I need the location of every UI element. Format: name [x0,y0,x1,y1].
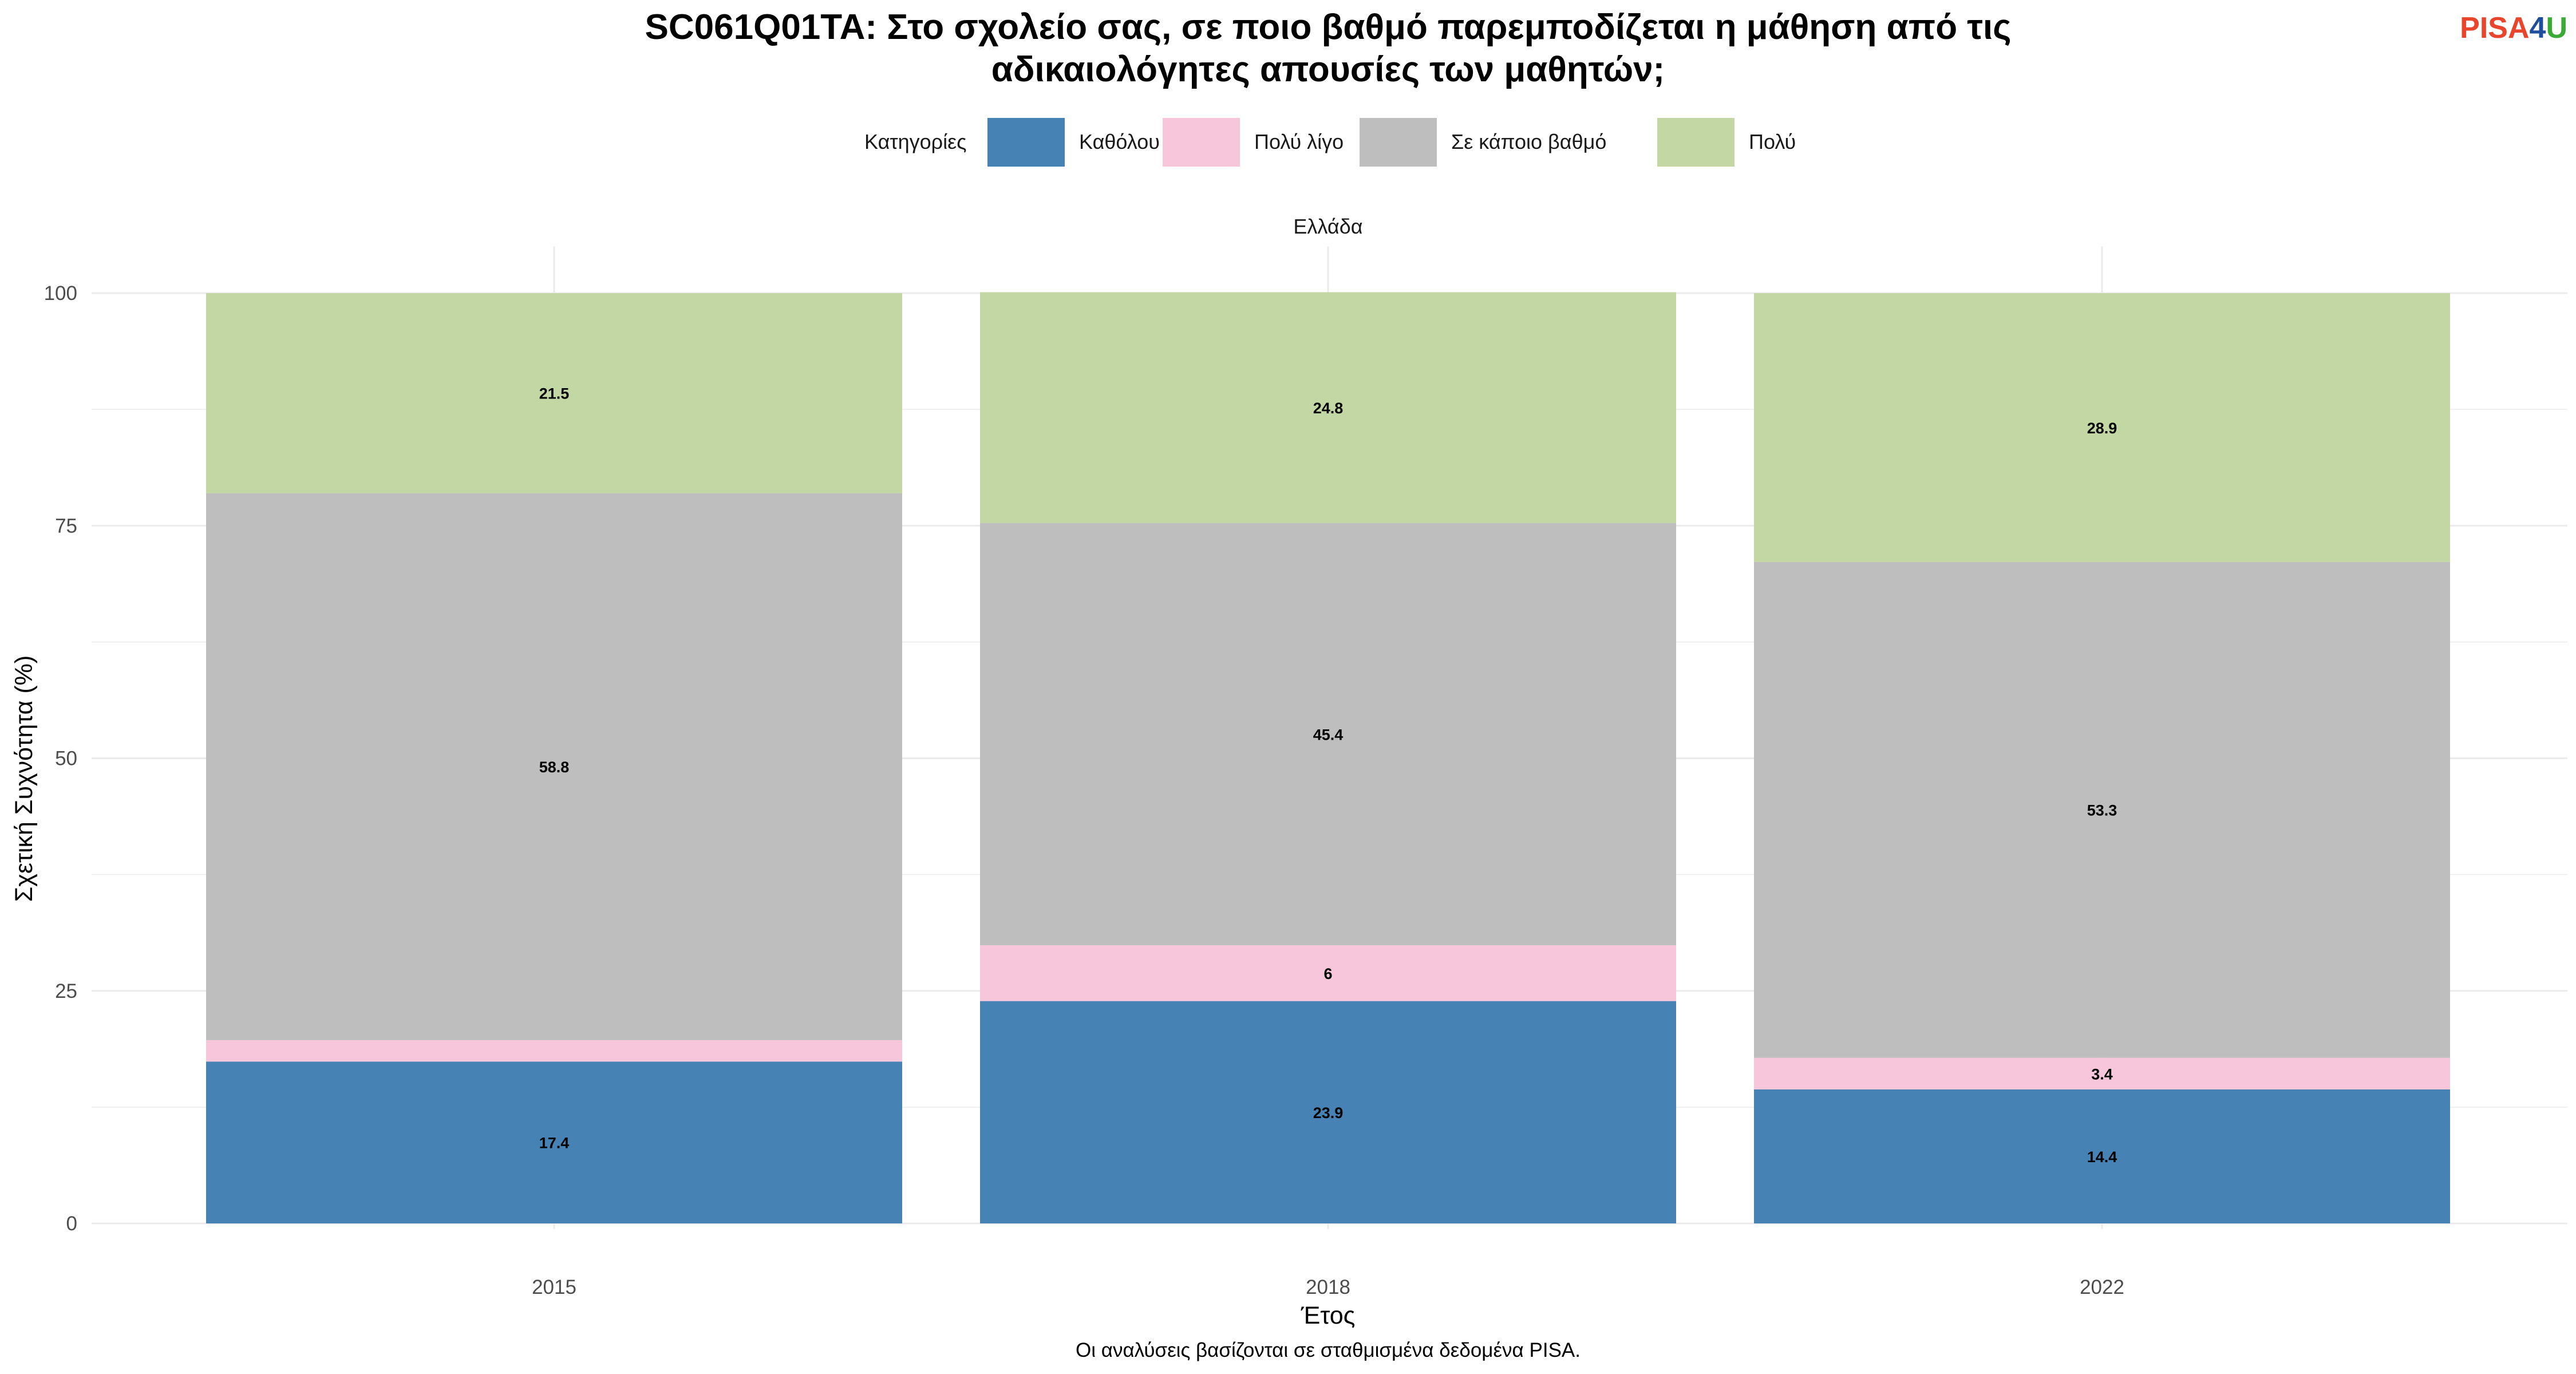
bar-2018-series-1 [980,945,1676,1001]
logo-part-u: U [2546,11,2567,45]
data-label: 53.3 [2087,802,2117,819]
bar-2015-series-1 [206,1040,902,1062]
x-axis-ticks: 2015 2018 2022 [532,1276,2124,1298]
y-tick-label: 0 [66,1213,77,1235]
data-label: 3.4 [2091,1065,2113,1083]
logo-part-pisa: PISA [2460,11,2529,45]
logo-part-4: 4 [2530,11,2546,45]
bar-2022-series-1 [1754,1057,2450,1089]
data-label: 17.4 [539,1135,570,1152]
legend: Κατηγορίες Καθόλου Πολύ λίγο Σε κάποιο βαθ… [864,118,1796,167]
legend-label: Πολύ λίγο [1254,130,1344,153]
chart-title-line2: αδικαιολόγητες απουσίες των μαθητών; [991,50,1665,89]
bar-2018-series-2 [980,523,1676,946]
y-axis-title: Σχετική Συχνότητα (%) [10,656,38,902]
data-label: 6 [1323,965,1332,982]
caption: Οι αναλύσεις βασίζονται σε σταθμισμένα δ… [1076,1339,1581,1361]
bar-2015-series-3 [206,293,902,493]
chart-title-line1: SC061Q01TA: Στο σχολείο σας, σε ποιο βαθ… [645,7,2012,47]
legend-title: Κατηγορίες [864,130,967,153]
data-label: 23.9 [1313,1104,1344,1122]
legend-label: Σε κάποιο βαθμό [1451,130,1606,153]
bar-2015-series-0 [206,1061,902,1223]
y-tick-label: 50 [55,748,77,770]
data-label: 58.8 [539,759,570,776]
data-label: 45.4 [1313,726,1344,743]
data-label: 21.5 [539,385,570,402]
data-label: 14.4 [2087,1148,2117,1166]
bar-2022-series-3 [1754,293,2450,562]
legend-swatch [1360,118,1437,167]
data-label: 28.9 [2087,420,2117,437]
facet-label: Ελλάδα [1293,215,1362,238]
y-tick-label: 100 [44,282,77,305]
y-tick-label: 75 [55,515,77,537]
x-tick-label: 2015 [532,1276,576,1298]
legend-label: Καθόλου [1079,130,1160,153]
data-labels: 17.4 58.8 21.5 23.9 6 45.4 24.8 14.4 3.4 53.3 28.9 [539,385,2117,1166]
x-axis-title: Έτος [1301,1302,1356,1329]
bar-2022-series-0 [1754,1089,2450,1223]
x-tick-label: 2018 [1306,1276,1350,1298]
bar-2022-series-2 [1754,562,2450,1058]
legend-swatch [1657,118,1735,167]
legend-swatch [987,118,1065,167]
bar-2018-series-0 [980,1001,1676,1223]
legend-label: Πολύ [1749,130,1796,153]
x-tick-label: 2022 [2080,1276,2124,1298]
bar-2018-series-3 [980,292,1676,523]
pisa4u-logo: PISA4U [2460,11,2567,45]
y-axis-ticks: 0 25 50 75 100 [44,282,77,1235]
data-label: 24.8 [1313,400,1344,417]
legend-swatch [1163,118,1240,167]
bar-2015-series-2 [206,493,902,1040]
y-tick-label: 25 [55,980,77,1002]
bars [206,292,2450,1223]
